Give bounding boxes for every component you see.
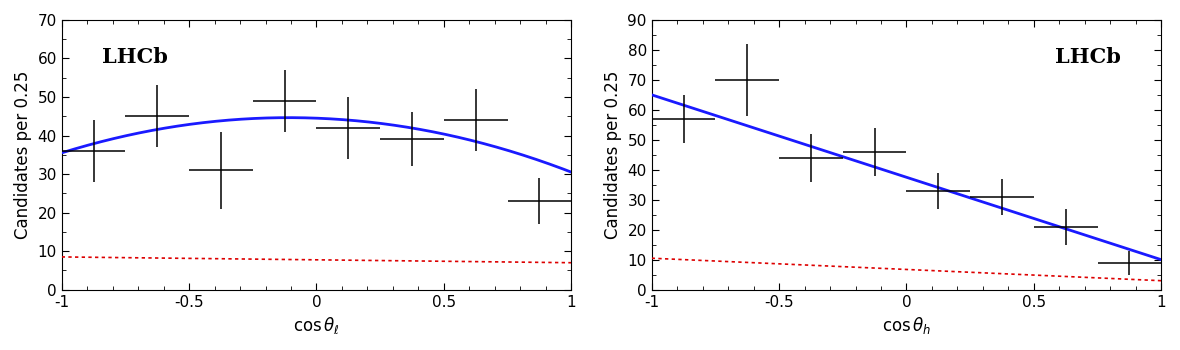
Y-axis label: Candidates per 0.25: Candidates per 0.25 <box>14 71 32 239</box>
Y-axis label: Candidates per 0.25: Candidates per 0.25 <box>604 71 622 239</box>
X-axis label: $\mathrm{cos}\,\theta_{h}$: $\mathrm{cos}\,\theta_{h}$ <box>881 315 931 336</box>
X-axis label: $\mathrm{cos}\,\theta_{\ell}$: $\mathrm{cos}\,\theta_{\ell}$ <box>293 315 340 336</box>
Text: LHCb: LHCb <box>103 47 169 67</box>
Text: LHCb: LHCb <box>1055 47 1121 67</box>
